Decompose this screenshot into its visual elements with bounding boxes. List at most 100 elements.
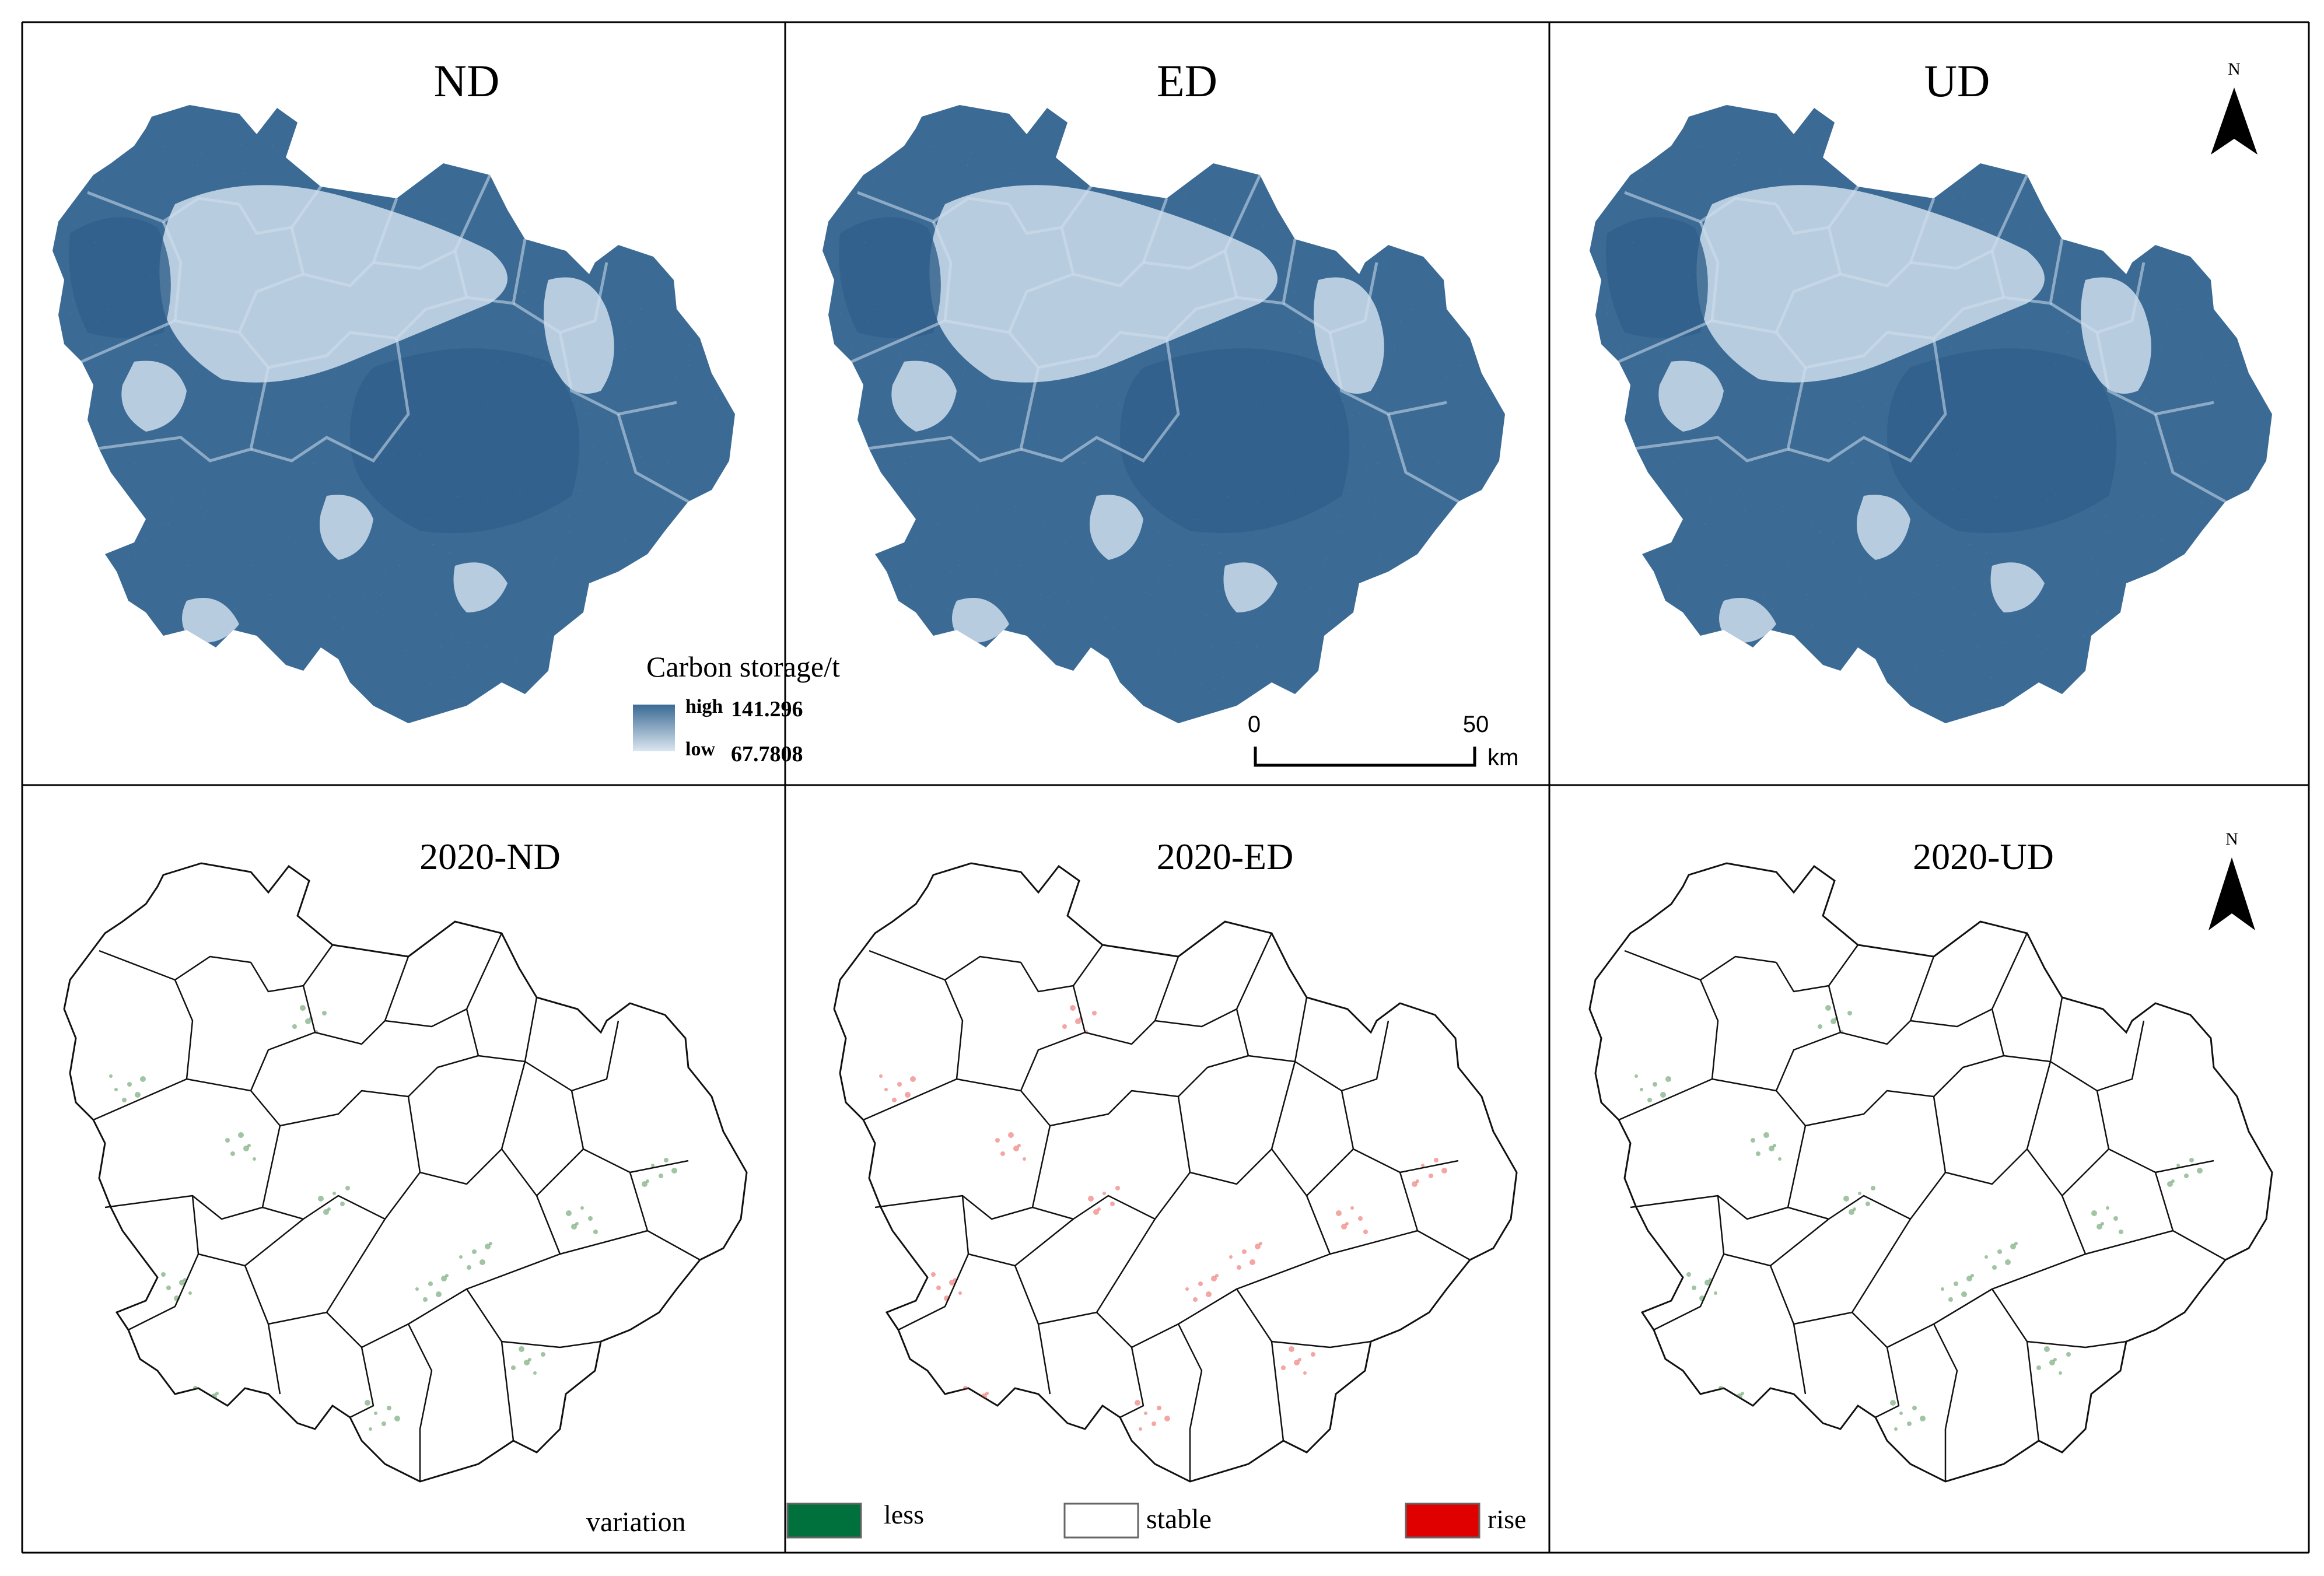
change-speck <box>1000 1151 1005 1156</box>
change-speck <box>910 1076 916 1082</box>
north-arrow-label-top: N <box>2228 59 2241 79</box>
change-speck <box>1825 1005 1831 1011</box>
change-speck <box>318 1196 324 1202</box>
panel-title-ed2020: 2020-ED <box>1157 836 1294 877</box>
change-speck <box>1110 1202 1115 1206</box>
county-boundary <box>1020 1031 1086 1091</box>
change-speck <box>1206 1291 1212 1297</box>
change-speck <box>2113 1216 2118 1221</box>
change-speck <box>2053 1358 2057 1361</box>
county-boundary <box>1618 1078 1806 1126</box>
county-boundary <box>407 1323 433 1482</box>
county-boundary <box>1775 944 1859 993</box>
change-speck <box>2176 1164 2180 1167</box>
variation-swatch-rise <box>1405 1503 1480 1539</box>
county-boundary <box>1154 933 1273 1028</box>
change-speck <box>292 1024 297 1029</box>
panel-title-nd2020: 2020-ND <box>419 836 561 877</box>
change-speck <box>485 1244 491 1249</box>
change-speck <box>1185 1287 1189 1291</box>
county-boundary <box>1119 1347 1144 1419</box>
change-speck <box>1948 1297 1953 1302</box>
change-speck <box>1237 1265 1241 1270</box>
change-speck <box>2119 1230 2123 1234</box>
change-speck <box>646 1179 649 1183</box>
county-boundary <box>1653 1195 1725 1331</box>
change-speck <box>1102 1192 1106 1195</box>
change-speck <box>1164 1416 1170 1421</box>
variation-label-rise: rise <box>1488 1504 1526 1534</box>
change-speck <box>1849 1209 1854 1215</box>
change-speck <box>1070 1005 1076 1011</box>
change-speck <box>1818 1024 1822 1029</box>
county-boundary <box>1340 1090 1459 1174</box>
texture-overlay <box>822 105 1505 723</box>
change-speck <box>1847 1011 1852 1015</box>
change-speck <box>1778 1157 1782 1161</box>
county-boundary <box>1236 1288 1371 1349</box>
change-speck <box>528 1358 531 1361</box>
change-speck <box>166 1286 171 1290</box>
change-speck <box>1647 1098 1652 1102</box>
panel-title-ed: ED <box>1157 55 1217 106</box>
change-speck <box>1912 1406 1917 1410</box>
change-speck <box>1769 1146 1774 1151</box>
change-speck <box>1358 1216 1363 1221</box>
change-speck <box>340 1202 345 1206</box>
change-speck <box>1345 1222 1349 1225</box>
county-boundary <box>1910 933 2028 1028</box>
change-speck <box>323 1209 329 1215</box>
map-nd2020 <box>63 862 748 1483</box>
change-speck <box>580 1206 584 1210</box>
map-nd <box>52 105 735 723</box>
change-speck <box>300 1005 306 1011</box>
change-speck <box>441 1276 447 1281</box>
change-speck <box>1198 1281 1203 1286</box>
carbon-legend-high-label: high <box>685 696 723 717</box>
scale-bar-unit: km <box>1488 745 1518 771</box>
carbon-legend-title: Carbon storage/t <box>646 650 840 683</box>
change-speck <box>2005 1259 2011 1265</box>
change-speck <box>936 1286 941 1290</box>
county-boundary <box>99 950 251 981</box>
change-speck <box>892 1098 897 1102</box>
change-speck <box>2197 1168 2203 1174</box>
change-speck <box>1866 1202 1870 1206</box>
change-speck <box>1831 1018 1836 1024</box>
change-speck <box>2010 1244 2016 1249</box>
change-speck <box>1135 1400 1140 1406</box>
change-speck <box>1853 1207 1856 1211</box>
change-speck <box>369 1427 372 1431</box>
county-boundary <box>1037 1323 1051 1395</box>
change-speck <box>161 1272 166 1277</box>
change-speck <box>382 1421 386 1426</box>
panel-title-ud2020: 2020-UD <box>1913 836 2054 877</box>
county-boundary <box>466 1288 601 1349</box>
county-boundary <box>2026 1341 2040 1441</box>
north-arrow-top: N <box>2211 59 2258 155</box>
change-speck <box>1336 1210 1342 1216</box>
change-speck <box>345 1186 350 1190</box>
region-outline <box>1588 862 2273 1483</box>
change-speck <box>1751 1138 1755 1143</box>
county-boundary <box>244 1218 386 1325</box>
change-speck <box>2014 1242 2018 1245</box>
county-boundary <box>1049 1055 1249 1127</box>
change-speck <box>188 1291 192 1295</box>
change-speck <box>459 1255 463 1259</box>
change-speck <box>1941 1287 1944 1291</box>
county-boundary <box>279 1055 479 1127</box>
county-boundary <box>944 979 964 1080</box>
county-boundary <box>1945 1061 2052 1185</box>
change-speck <box>445 1274 449 1277</box>
change-speck <box>541 1352 545 1357</box>
change-speck <box>1008 1132 1014 1138</box>
county-boundary <box>466 997 538 1063</box>
scale-bar-line <box>1254 747 1476 767</box>
county-boundary <box>1991 997 2063 1063</box>
change-speck <box>1692 1286 1696 1290</box>
change-speck <box>2167 1181 2173 1187</box>
change-speck <box>1412 1181 1418 1187</box>
change-speck <box>1858 1192 1861 1195</box>
change-speck <box>1871 1186 1875 1190</box>
